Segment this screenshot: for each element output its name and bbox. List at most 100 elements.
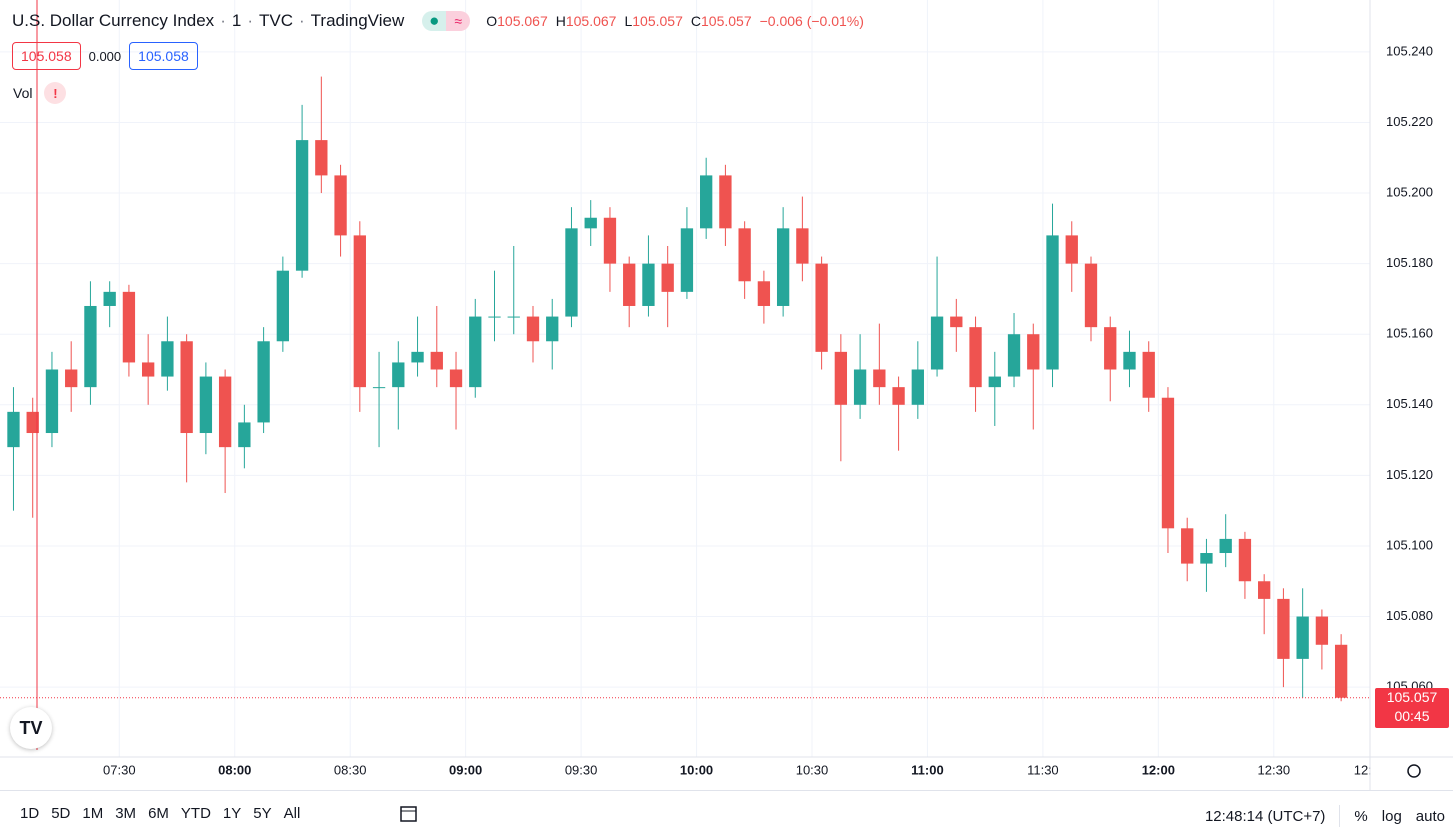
candle-body xyxy=(1258,581,1271,599)
sep: · xyxy=(220,11,226,30)
candle-body xyxy=(392,362,405,388)
ohlc-item: O105.067 xyxy=(486,13,548,29)
candle-body xyxy=(295,140,309,271)
candle-body xyxy=(834,351,848,405)
candle-body xyxy=(142,362,155,377)
candle-body xyxy=(950,316,963,328)
range-button[interactable]: 3M xyxy=(115,805,137,822)
range-button[interactable]: 1Y xyxy=(222,805,242,822)
candle-body xyxy=(1142,351,1155,398)
change: −0.006 (−0.01%) xyxy=(759,13,864,29)
candle-body xyxy=(45,369,59,434)
y-tick-label: 105.100 xyxy=(1386,537,1433,552)
candle-body xyxy=(988,376,1001,388)
spread: 0.000 xyxy=(88,48,122,64)
range-button[interactable]: YTD xyxy=(180,805,211,822)
x-tick-label: 10:30 xyxy=(796,762,829,777)
exchange: TVC xyxy=(259,11,293,30)
bottom-toolbar: 1D 5D 1M 3M 6M YTD 1Y 5Y All 12:48:14 (UTC+7) % … xyxy=(0,790,1453,839)
range-button[interactable]: 1M xyxy=(82,805,104,822)
candle-body xyxy=(449,369,463,388)
candle-body xyxy=(1007,334,1021,377)
sep: · xyxy=(247,11,253,30)
candle-body xyxy=(1200,553,1213,564)
countdown: 00:45 xyxy=(1394,708,1430,724)
sell-button[interactable]: 105.058 xyxy=(12,42,81,70)
ohlc-item: H105.067 xyxy=(556,13,617,29)
percent[interactable]: % xyxy=(1354,807,1368,825)
candle-body xyxy=(1238,538,1252,582)
x-tick-label: 09:30 xyxy=(565,762,598,777)
candle-body xyxy=(257,341,270,423)
ohlc-label: H xyxy=(555,13,566,29)
candle-body xyxy=(1296,616,1309,659)
y-tick-label: 105.180 xyxy=(1386,255,1433,270)
settings-icon xyxy=(1407,764,1421,778)
buy-button[interactable]: 105.058 xyxy=(129,42,198,70)
candle-body xyxy=(776,228,790,306)
last-price: 105.057 xyxy=(1386,689,1438,705)
candle-body xyxy=(1104,327,1117,370)
y-tick-label: 105.080 xyxy=(1386,608,1433,623)
candle-body xyxy=(969,327,982,388)
candle-body xyxy=(7,411,20,448)
source: TradingView xyxy=(310,11,405,30)
clock: 12:48:14 (UTC+7) xyxy=(1204,807,1326,825)
log[interactable]: log xyxy=(1381,807,1402,825)
candle-body xyxy=(469,316,482,388)
candle-body xyxy=(122,291,136,363)
candle-body xyxy=(353,235,366,388)
range-button[interactable]: 5Y xyxy=(253,805,272,822)
range-button[interactable]: All xyxy=(283,805,301,822)
status[interactable]: ● ≈ xyxy=(422,11,471,31)
y-tick-label: 105.120 xyxy=(1386,467,1433,482)
candle-body xyxy=(65,369,78,388)
candle-body xyxy=(603,217,617,264)
candle-body xyxy=(1181,528,1194,564)
candle-body xyxy=(1027,334,1040,370)
candle-body xyxy=(507,316,520,318)
ohlc-item: L105.057 xyxy=(624,13,682,29)
candle-body xyxy=(84,305,97,388)
candle-body xyxy=(1277,598,1290,659)
x-tick-label: 09:00 xyxy=(449,762,482,777)
ohlc-label: C xyxy=(690,13,701,29)
y-tick-label: 105.160 xyxy=(1386,326,1433,341)
x-tick-label: 08:30 xyxy=(334,762,367,777)
candle-body xyxy=(584,217,597,229)
warning[interactable]: ! xyxy=(44,82,67,104)
candle-body xyxy=(1334,644,1348,698)
candle-body xyxy=(526,316,540,342)
candle-body xyxy=(873,369,886,388)
market-open: ● xyxy=(422,11,447,31)
auto[interactable]: auto xyxy=(1415,807,1445,825)
candle-body xyxy=(661,263,674,292)
candle-body xyxy=(565,228,578,317)
range-button[interactable]: 1D xyxy=(20,805,40,822)
ohlc-label: O xyxy=(486,13,498,29)
separator xyxy=(1339,805,1341,827)
candle-body xyxy=(700,175,713,229)
range-button[interactable]: 6M xyxy=(148,805,169,822)
ohlc: O105.067 H105.067 L105.057 C105.057 −0.0… xyxy=(486,13,864,29)
candle-body xyxy=(680,228,694,292)
candle-body xyxy=(853,369,867,405)
axis-mask xyxy=(1371,758,1453,789)
candle-body xyxy=(238,422,251,448)
y-tick-label: 105.200 xyxy=(1386,184,1433,199)
candle-body xyxy=(1084,263,1098,328)
candle-body xyxy=(334,175,347,236)
ohlc-value: 105.067 xyxy=(565,13,617,29)
x-tick-label: 12:30 xyxy=(1258,762,1291,777)
date-range-icon[interactable] xyxy=(398,803,420,825)
interval: 1 xyxy=(231,11,242,30)
order-panel: 105.058 0.000 105.058 xyxy=(12,42,198,70)
range-button[interactable]: 5D xyxy=(51,805,71,822)
x-tick-label: 08:00 xyxy=(218,762,251,777)
candle-body xyxy=(738,228,751,282)
candle-body xyxy=(199,376,213,434)
logo[interactable]: TV xyxy=(10,707,52,749)
delayed: ≈ xyxy=(446,11,471,31)
ohlc-label: L xyxy=(624,13,633,29)
